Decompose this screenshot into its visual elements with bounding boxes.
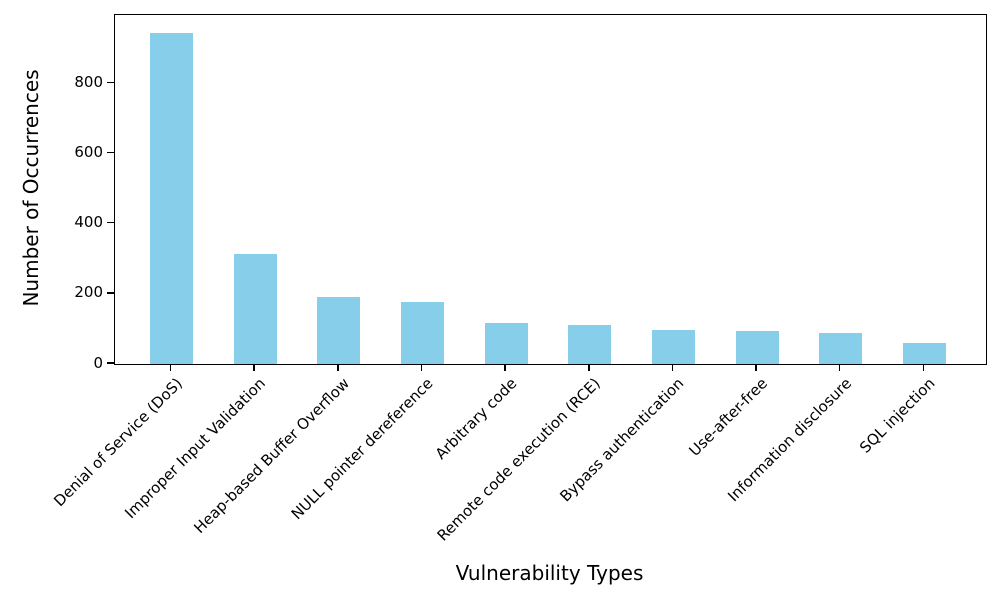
x-tick-label: Arbitrary code [431, 374, 521, 463]
x-tick-mark [253, 364, 255, 371]
x-tick-mark [588, 364, 590, 371]
plot-area [114, 14, 987, 365]
x-tick-mark [922, 364, 925, 371]
x-axis-label: Vulnerability Types [455, 561, 644, 585]
y-tick-mark [107, 151, 114, 154]
x-tick-mark [504, 364, 506, 371]
y-tick-mark [107, 81, 114, 84]
y-tick-label: 400 [74, 213, 103, 232]
y-axis-label: Number of Occurrences [19, 69, 43, 307]
x-tick-mark [420, 364, 423, 371]
y-tick-label: 800 [74, 72, 103, 91]
bar [819, 332, 863, 364]
x-tick-label: SQL injection [855, 374, 939, 457]
y-tick-label: 600 [74, 143, 103, 162]
bar [317, 297, 361, 364]
y-tick-mark [107, 221, 114, 224]
bar [651, 329, 695, 364]
bar [568, 325, 612, 364]
x-tick-mark [838, 364, 841, 371]
y-tick-mark [107, 362, 114, 364]
x-tick-mark [755, 364, 757, 371]
x-tick-mark [337, 364, 339, 371]
bar [484, 322, 528, 364]
bar [735, 331, 779, 364]
bar [902, 342, 946, 364]
x-tick-label: Remote code execution (RCE) [433, 374, 604, 545]
x-tick-mark [671, 364, 674, 371]
x-tick-label: Improper Input Validation [121, 374, 270, 523]
y-tick-mark [107, 292, 114, 294]
x-tick-mark [169, 364, 172, 371]
bar [233, 253, 277, 364]
x-tick-label: NULL pointer dereference [287, 374, 437, 524]
x-tick-label: Heap-based Buffer Overflow [190, 374, 353, 537]
x-tick-label: Use-after-free [685, 374, 772, 460]
bar [150, 32, 193, 364]
y-tick-label: 200 [74, 283, 103, 302]
bar [400, 301, 444, 364]
y-tick-label: 0 [93, 353, 103, 372]
